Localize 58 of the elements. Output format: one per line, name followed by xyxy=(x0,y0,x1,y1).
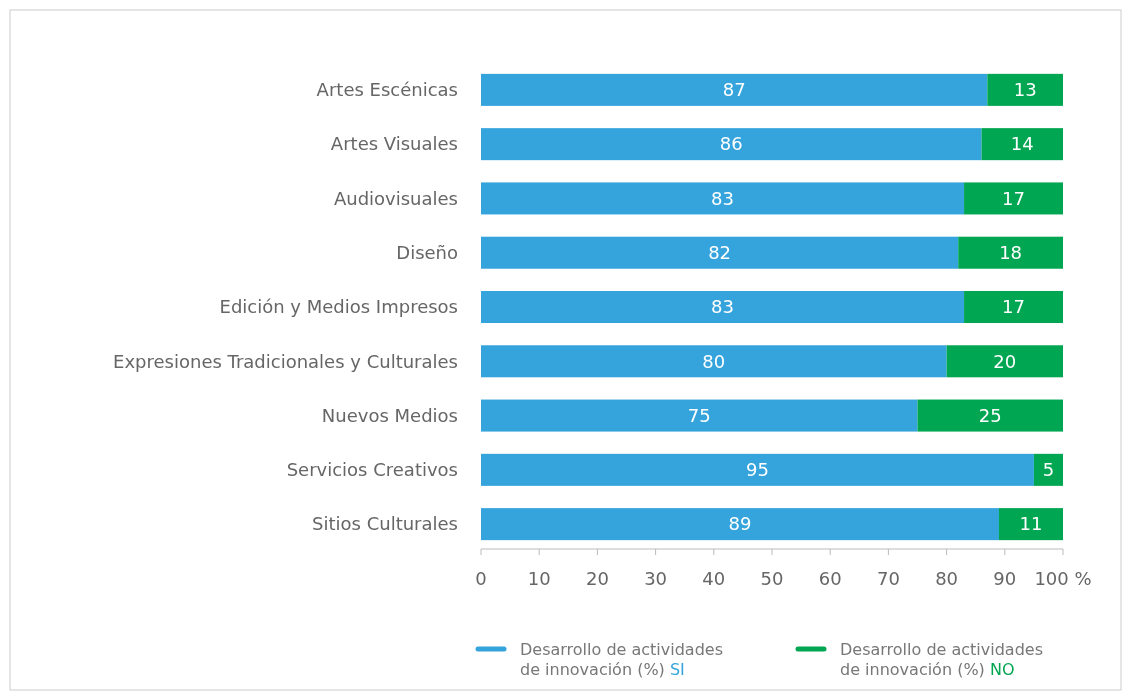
y-tick-label: Artes Escénicas xyxy=(316,79,458,101)
bar xyxy=(987,73,1063,106)
x-tick-label: 20 xyxy=(585,568,609,589)
data-label: 82 xyxy=(708,242,732,264)
y-tick-label: Servicios Creativos xyxy=(286,459,458,481)
y-tick-label: Artes Visuales xyxy=(330,133,458,155)
x-tick-label: 100 % xyxy=(1034,568,1092,589)
y-tick-label: Diseño xyxy=(396,242,458,264)
data-label: 18 xyxy=(999,242,1023,264)
bar xyxy=(946,345,1063,378)
bar xyxy=(998,508,1063,541)
bar xyxy=(481,399,918,432)
bar xyxy=(981,128,1063,161)
y-tick-label: Audiovisuales xyxy=(333,187,458,209)
x-tick-label: 40 xyxy=(702,568,726,589)
legend-label: Desarrollo de actividades de innovación (%) SI xyxy=(520,640,723,679)
data-label: 11 xyxy=(1019,513,1043,535)
data-label: 83 xyxy=(711,187,734,209)
data-label: 14 xyxy=(1010,133,1034,155)
bar xyxy=(964,182,1063,215)
bar xyxy=(481,128,982,161)
data-label: 95 xyxy=(746,459,769,481)
y-tick-label: Expresiones Tradicionales y Culturales xyxy=(113,350,458,372)
bar xyxy=(481,182,965,215)
bar xyxy=(481,345,947,378)
bar xyxy=(481,290,965,324)
data-label: 20 xyxy=(993,350,1017,372)
legend-label: Desarrollo de actividades de innovación (%) NO xyxy=(840,640,1043,679)
y-tick-label: Edición y Medios Impresos xyxy=(219,296,458,318)
x-tick-label: 50 xyxy=(760,568,784,589)
x-tick-label: 60 xyxy=(818,568,842,589)
data-label: 25 xyxy=(978,404,1002,426)
y-tick-label: Sitios Culturales xyxy=(312,513,458,535)
data-label: 89 xyxy=(728,513,752,535)
y-tick-label: Nuevos Medios xyxy=(321,404,458,426)
data-label: 13 xyxy=(1013,79,1037,101)
x-tick-label: 30 xyxy=(644,568,668,589)
x-tick-label: 0 xyxy=(475,568,487,589)
x-tick-label: 70 xyxy=(876,568,900,589)
bar xyxy=(1033,453,1063,486)
data-label: 80 xyxy=(702,350,726,372)
bar xyxy=(481,236,959,269)
data-label: 83 xyxy=(711,296,734,318)
bar xyxy=(917,399,1063,432)
data-label: 75 xyxy=(687,404,711,426)
data-label: 87 xyxy=(722,79,746,101)
bar xyxy=(481,508,999,541)
bar xyxy=(481,453,1034,486)
data-label: 17 xyxy=(1002,296,1025,318)
x-tick-label: 90 xyxy=(993,568,1017,589)
x-tick-label: 10 xyxy=(527,568,551,589)
bar xyxy=(958,236,1063,269)
data-label: 5 xyxy=(1042,459,1055,481)
bar xyxy=(481,73,988,106)
x-tick-label: 80 xyxy=(935,568,959,589)
bar xyxy=(964,290,1063,324)
data-label: 17 xyxy=(1002,187,1025,209)
data-label: 86 xyxy=(719,133,743,155)
